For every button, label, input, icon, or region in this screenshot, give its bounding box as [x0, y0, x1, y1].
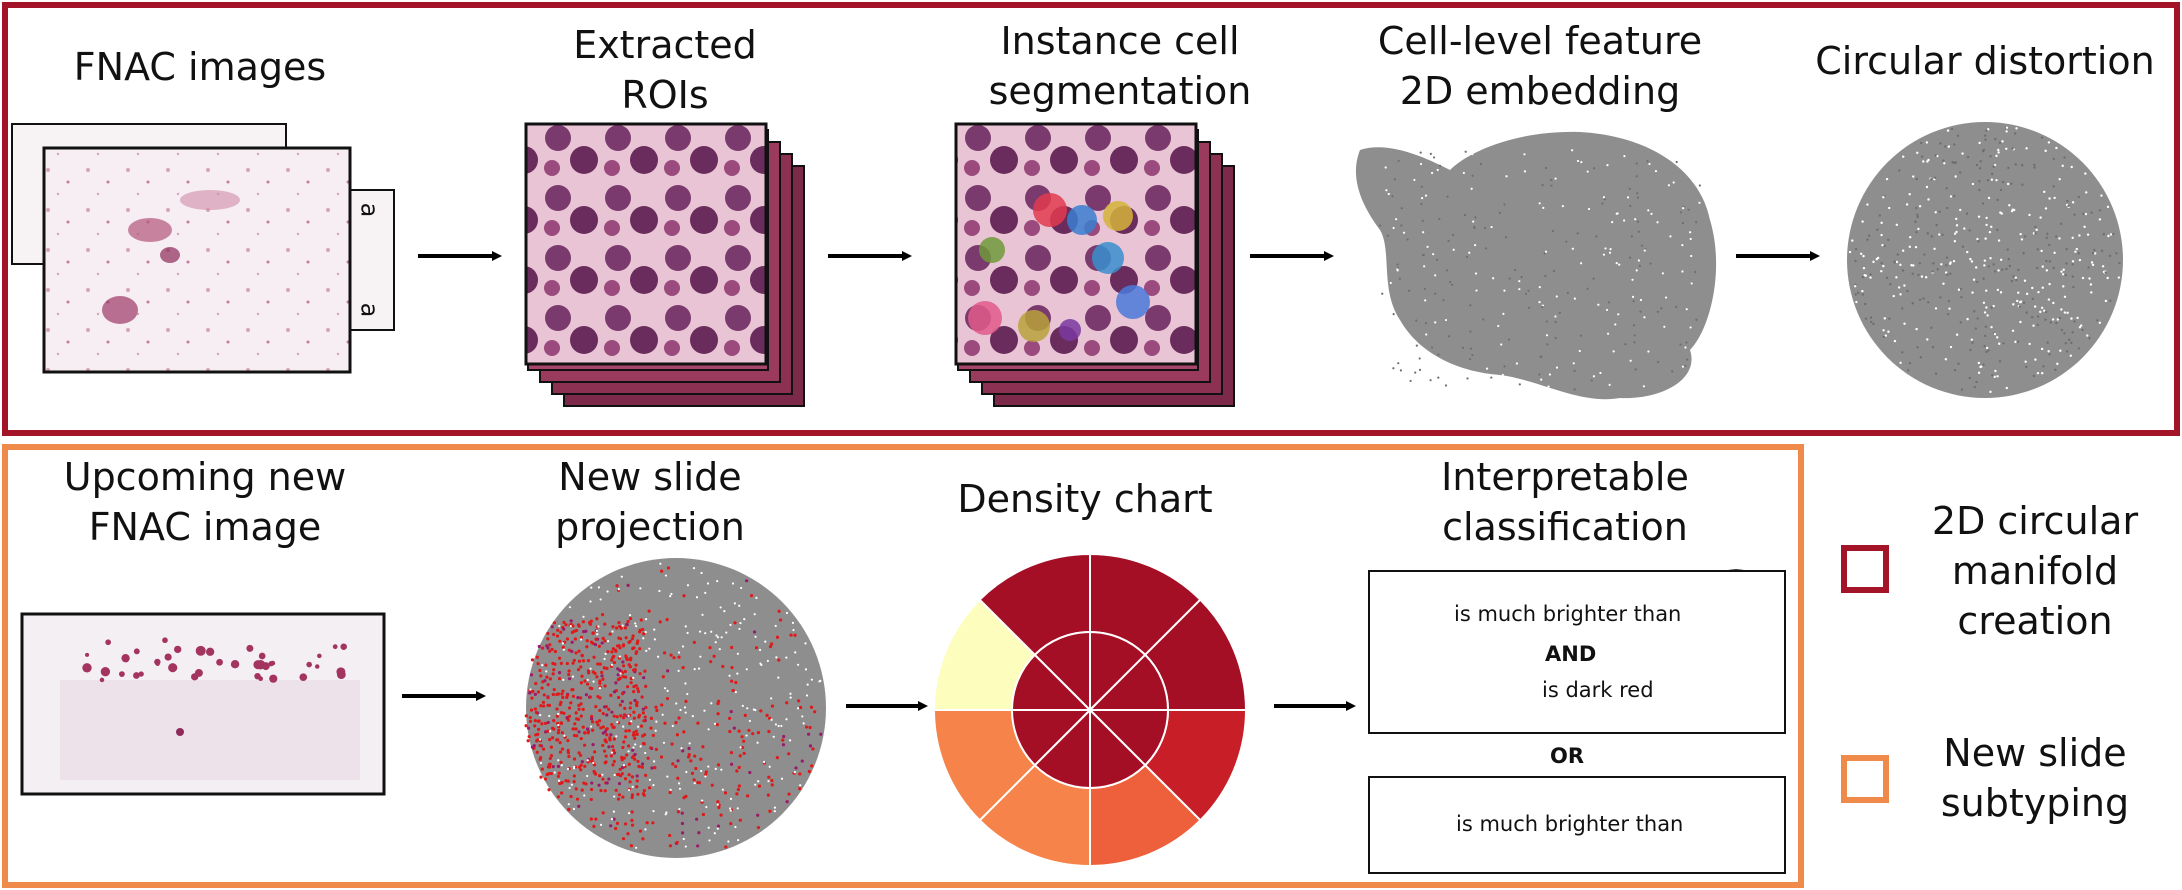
step-title-instance-segmentation: Instance cell segmentation	[988, 19, 1252, 113]
legend-manifold-swatch	[1841, 545, 1889, 593]
step-title-extracted-rois: Extracted ROIs	[573, 23, 757, 117]
circle-scatter-icon	[1847, 122, 2123, 398]
embedding-points	[1379, 149, 1701, 391]
new-slide-spots	[82, 637, 347, 736]
slide-label-a-bottom: a	[355, 302, 384, 318]
embedding-scatter-icon	[1355, 131, 1717, 400]
step-title-density-chart: Density chart	[957, 477, 1213, 521]
legend-subtyping-swatch	[1841, 755, 1889, 803]
projection-scatter-icon	[524, 558, 826, 858]
roi-stack-icon	[524, 122, 805, 407]
circle-points	[1848, 126, 2121, 394]
slide-stack-icon	[11, 123, 395, 374]
projection-points	[524, 562, 823, 849]
new-slide-icon	[20, 612, 386, 796]
slide-label-a-top: a	[355, 202, 384, 218]
rule1-text-dark-red: is dark red	[1542, 678, 1654, 702]
rule1-and: AND	[1545, 642, 1597, 666]
legend-subtyping-label: New slide subtyping	[1940, 731, 2130, 825]
classification-rule-box-1	[1368, 570, 1786, 734]
legend-manifold-label: 2D circular manifold creation	[1931, 499, 2139, 643]
step-title-embedding: Cell-level feature 2D embedding	[1377, 19, 1703, 113]
classification-rule-box-2	[1368, 776, 1786, 874]
rule2-text-brighter: is much brighter than	[1456, 812, 1684, 836]
rule1-text-brighter: is much brighter than	[1454, 602, 1682, 626]
step-title-projection: New slide projection	[555, 455, 745, 549]
step-title-new-fnac: Upcoming new FNAC image	[63, 455, 347, 549]
or-label: OR	[1550, 744, 1585, 768]
step-title-fnac-images: FNAC images	[73, 45, 327, 89]
slide-subtyping-panel	[2, 444, 1804, 888]
step-title-circular-distortion: Circular distortion	[1815, 39, 2155, 83]
density-pie-icon	[932, 552, 1248, 868]
step-title-interpretable: Interpretable classification	[1441, 455, 1689, 549]
segmentation-stack-icon	[954, 122, 1235, 407]
manifold-creation-panel	[2, 2, 2180, 436]
